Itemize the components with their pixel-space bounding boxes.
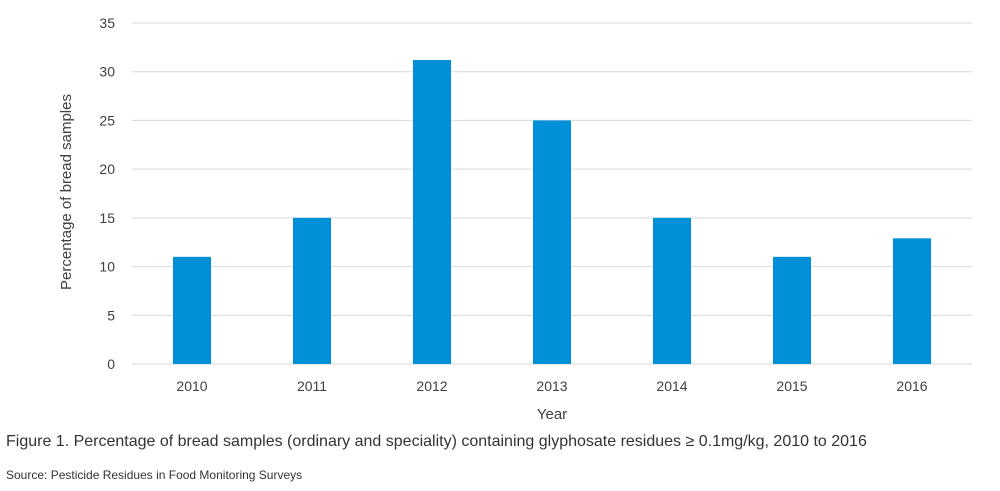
y-tick-label: 15 (99, 210, 115, 226)
x-tick-label: 2011 (297, 378, 327, 394)
y-tick-label: 35 (99, 15, 115, 31)
bar-2012 (413, 60, 451, 364)
y-tick-label: 25 (99, 112, 115, 128)
bar-2013 (533, 120, 571, 364)
bars (173, 60, 931, 364)
y-axis-ticks: 0 5 10 15 20 25 30 35 (99, 15, 115, 372)
x-tick-label: 2010 (176, 378, 207, 394)
y-tick-label: 30 (99, 64, 115, 80)
y-tick-label: 5 (107, 307, 115, 323)
bar-2016 (893, 238, 931, 364)
x-tick-label: 2015 (776, 378, 807, 394)
x-tick-label: 2012 (416, 378, 447, 394)
x-axis-title: Year (537, 406, 567, 423)
bar-2014 (653, 217, 691, 364)
y-tick-label: 10 (99, 259, 115, 275)
y-tick-label: 0 (107, 356, 115, 372)
bar-2015 (773, 256, 811, 364)
figure-caption: Figure 1. Percentage of bread samples (o… (6, 433, 867, 450)
source-note: Source: Pesticide Residues in Food Monit… (6, 468, 303, 482)
bar-2011 (293, 217, 331, 364)
x-tick-label: 2016 (896, 378, 927, 394)
x-axis-ticks: 2010 2011 2012 2013 2014 2015 2016 (176, 378, 927, 394)
x-tick-label: 2013 (536, 378, 567, 394)
x-tick-label: 2014 (656, 378, 687, 394)
bar-2010 (173, 256, 211, 364)
y-tick-label: 20 (99, 161, 115, 177)
y-axis-title: Percentage of bread samples (58, 94, 75, 290)
